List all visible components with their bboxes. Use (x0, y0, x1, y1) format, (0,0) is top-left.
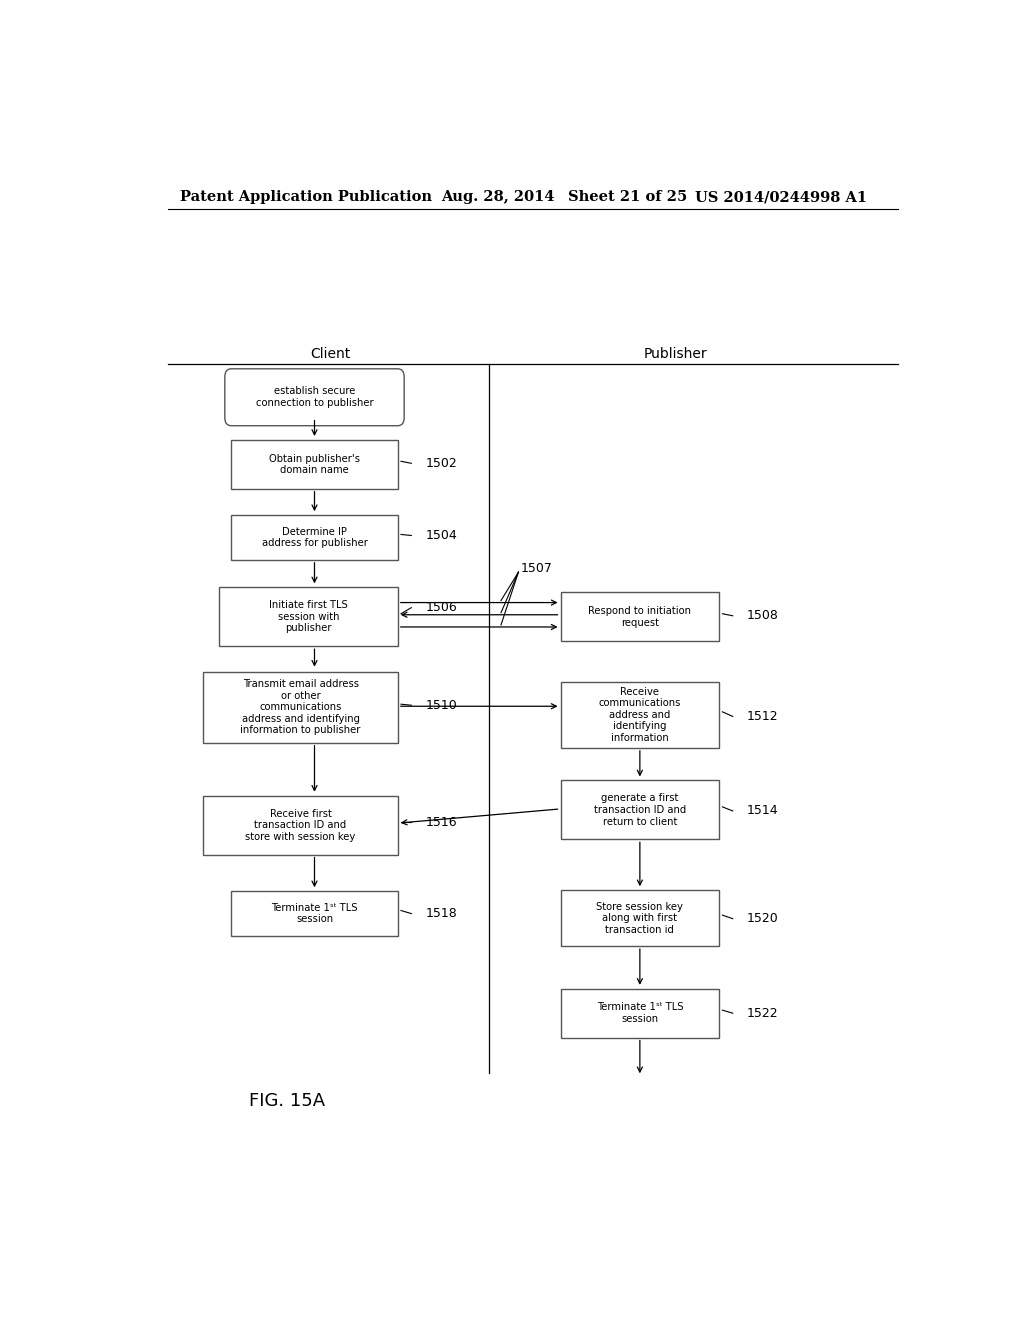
Text: Obtain publisher's
domain name: Obtain publisher's domain name (269, 454, 360, 475)
Text: 1520: 1520 (748, 912, 779, 925)
Text: 1510: 1510 (426, 698, 458, 711)
Text: Transmit email address
or other
communications
address and identifying
informati: Transmit email address or other communic… (241, 678, 360, 735)
Bar (560, 780, 719, 840)
Text: Respond to initiation
request: Respond to initiation request (589, 606, 691, 627)
Text: Aug. 28, 2014: Aug. 28, 2014 (441, 190, 555, 205)
Text: Publisher: Publisher (644, 347, 708, 360)
Bar (204, 672, 397, 743)
Text: Terminate 1ˢᵗ TLS
session: Terminate 1ˢᵗ TLS session (597, 1002, 683, 1024)
Text: 1502: 1502 (426, 457, 458, 470)
Text: 1522: 1522 (748, 1007, 778, 1019)
Text: Determine IP
address for publisher: Determine IP address for publisher (261, 527, 368, 548)
Text: 1508: 1508 (748, 610, 779, 622)
Bar (560, 593, 719, 642)
FancyBboxPatch shape (225, 368, 404, 426)
Text: Patent Application Publication: Patent Application Publication (179, 190, 431, 205)
Bar (560, 989, 719, 1038)
Text: establish secure
connection to publisher: establish secure connection to publisher (256, 387, 374, 408)
Bar (560, 682, 719, 748)
Text: US 2014/0244998 A1: US 2014/0244998 A1 (695, 190, 867, 205)
Text: Client: Client (310, 347, 350, 360)
Bar (560, 890, 719, 946)
Text: Store session key
along with first
transaction id: Store session key along with first trans… (596, 902, 683, 935)
Text: Receive first
transaction ID and
store with session key: Receive first transaction ID and store w… (246, 809, 355, 842)
Text: generate a first
transaction ID and
return to client: generate a first transaction ID and retu… (594, 793, 686, 826)
Text: Receive
communications
address and
identifying
information: Receive communications address and ident… (599, 686, 681, 743)
Bar (231, 515, 397, 560)
Text: 1518: 1518 (426, 907, 458, 920)
Text: 1504: 1504 (426, 529, 458, 543)
Bar (231, 440, 397, 488)
Text: 1506: 1506 (426, 601, 458, 614)
Bar (219, 587, 398, 647)
Text: Initiate first TLS
session with
publisher: Initiate first TLS session with publishe… (269, 601, 348, 634)
Text: 1512: 1512 (748, 710, 778, 723)
Text: Sheet 21 of 25: Sheet 21 of 25 (568, 190, 688, 205)
Text: FIG. 15A: FIG. 15A (249, 1092, 325, 1110)
Text: 1516: 1516 (426, 816, 458, 829)
Text: 1514: 1514 (748, 804, 778, 817)
Bar (204, 796, 397, 854)
Text: 1507: 1507 (521, 561, 553, 574)
Text: Terminate 1ˢᵗ TLS
session: Terminate 1ˢᵗ TLS session (271, 903, 357, 924)
Bar (231, 891, 397, 936)
